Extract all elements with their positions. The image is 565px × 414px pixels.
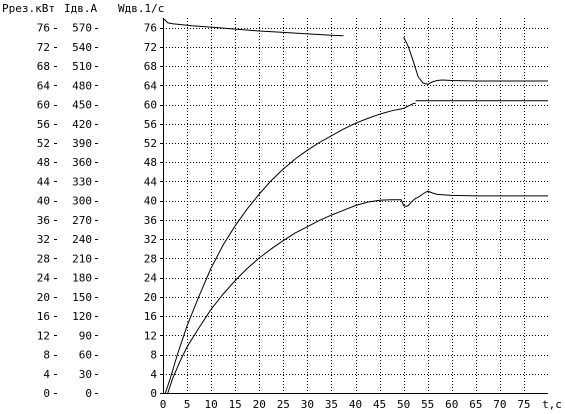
x-tick-label: 50	[397, 398, 410, 411]
y-tick-label: 330	[72, 175, 92, 188]
y-tick-label: 64	[144, 79, 158, 92]
y-tick-label: 24	[37, 272, 51, 285]
y-tick-label: 240	[72, 233, 92, 246]
y-tick-label: 20	[144, 291, 157, 304]
y-tick-label: 60	[37, 99, 50, 112]
x-tick-label: 75	[517, 398, 530, 411]
axis-header-label: Wдв.1/с	[118, 2, 164, 15]
y-tick-label: 180	[72, 272, 92, 285]
grid	[163, 18, 548, 393]
y-tick-label: 450	[72, 99, 92, 112]
series-line-4	[167, 190, 548, 394]
y-tick-label: 72	[144, 41, 157, 54]
y-tick-label: 12	[37, 329, 50, 342]
y-tick-label: 480	[72, 79, 92, 92]
y-tick-label: 420	[72, 118, 92, 131]
y-tick-label: 16	[37, 310, 50, 323]
x-tick-label: 25	[277, 398, 290, 411]
y-tick-label: 0	[85, 387, 92, 400]
y-tick-label: 32	[37, 233, 50, 246]
x-axis-label: t,с	[542, 398, 562, 411]
y-tick-label: 210	[72, 252, 92, 265]
y-tick-label: 44	[37, 175, 51, 188]
y-tick-label: 12	[144, 329, 157, 342]
y-tick-label: 16	[144, 310, 157, 323]
y-tick-label: 68	[144, 60, 157, 73]
x-tick-label: 0	[160, 398, 167, 411]
y-tick-label: 0	[43, 387, 50, 400]
x-tick-label: 20	[253, 398, 266, 411]
y-tick-label: 44	[144, 175, 158, 188]
x-tick-label: 45	[373, 398, 386, 411]
y-tick-label: 30	[79, 368, 92, 381]
y-tick-label: 20	[37, 291, 50, 304]
x-tick-label: 30	[301, 398, 314, 411]
y-tick-label: 270	[72, 214, 92, 227]
y-tick-label: 90	[79, 329, 92, 342]
y-tick-label: 76	[37, 22, 50, 35]
axis-header-label: Ррез.кВт	[2, 2, 55, 15]
y-tick-label: 570	[72, 22, 92, 35]
y-tick-label: 76	[144, 22, 157, 35]
x-tick-label: 60	[445, 398, 458, 411]
x-tick-label: 55	[421, 398, 434, 411]
y-tick-label: 52	[144, 137, 157, 150]
axis-header-label: Iдв.А	[64, 2, 97, 15]
y-tick-label: 4	[43, 368, 50, 381]
y-tick-label: 40	[144, 195, 157, 208]
x-tick-label: 65	[469, 398, 482, 411]
y-tick-label: 36	[37, 214, 50, 227]
y-tick-label: 28	[144, 252, 157, 265]
y-tick-label: 32	[144, 233, 157, 246]
y-tick-label: 390	[72, 137, 92, 150]
y-tick-label: 68	[37, 60, 50, 73]
x-tick-label: 10	[205, 398, 218, 411]
series-line-2	[164, 102, 416, 394]
y-tick-label: 150	[72, 291, 92, 304]
y-tick-label: 510	[72, 60, 92, 73]
y-tick-label: 0	[150, 387, 157, 400]
y-tick-label: 40	[37, 195, 50, 208]
y-tick-label: 300	[72, 195, 92, 208]
y-tick-label: 48	[144, 156, 157, 169]
y-tick-label: 36	[144, 214, 157, 227]
y-tick-label: 60	[79, 349, 92, 362]
y-tick-label: 24	[144, 272, 158, 285]
y-tick-label: 28	[37, 252, 50, 265]
x-tick-label: 70	[493, 398, 506, 411]
y-tick-label: 64	[37, 79, 51, 92]
y-tick-label: 56	[37, 118, 50, 131]
y-tick-label: 8	[150, 349, 157, 362]
y-tick-label: 72	[37, 41, 50, 54]
labels-layer: 0481216202428323640444852566064687276030…	[2, 2, 562, 411]
y-tick-label: 8	[43, 349, 50, 362]
x-tick-label: 35	[325, 398, 338, 411]
axes	[54, 18, 548, 394]
y-tick-label: 540	[72, 41, 92, 54]
y-tick-label: 360	[72, 156, 92, 169]
y-tick-label: 4	[150, 368, 157, 381]
series-line-1	[403, 36, 548, 85]
y-tick-label: 52	[37, 137, 50, 150]
series-line-0	[162, 17, 344, 37]
y-tick-label: 60	[144, 99, 157, 112]
y-tick-label: 120	[72, 310, 92, 323]
x-tick-label: 40	[349, 398, 362, 411]
y-tick-label: 48	[37, 156, 50, 169]
y-tick-label: 56	[144, 118, 157, 131]
x-tick-label: 15	[229, 398, 242, 411]
series-layer	[162, 17, 548, 394]
x-tick-label: 5	[184, 398, 191, 411]
